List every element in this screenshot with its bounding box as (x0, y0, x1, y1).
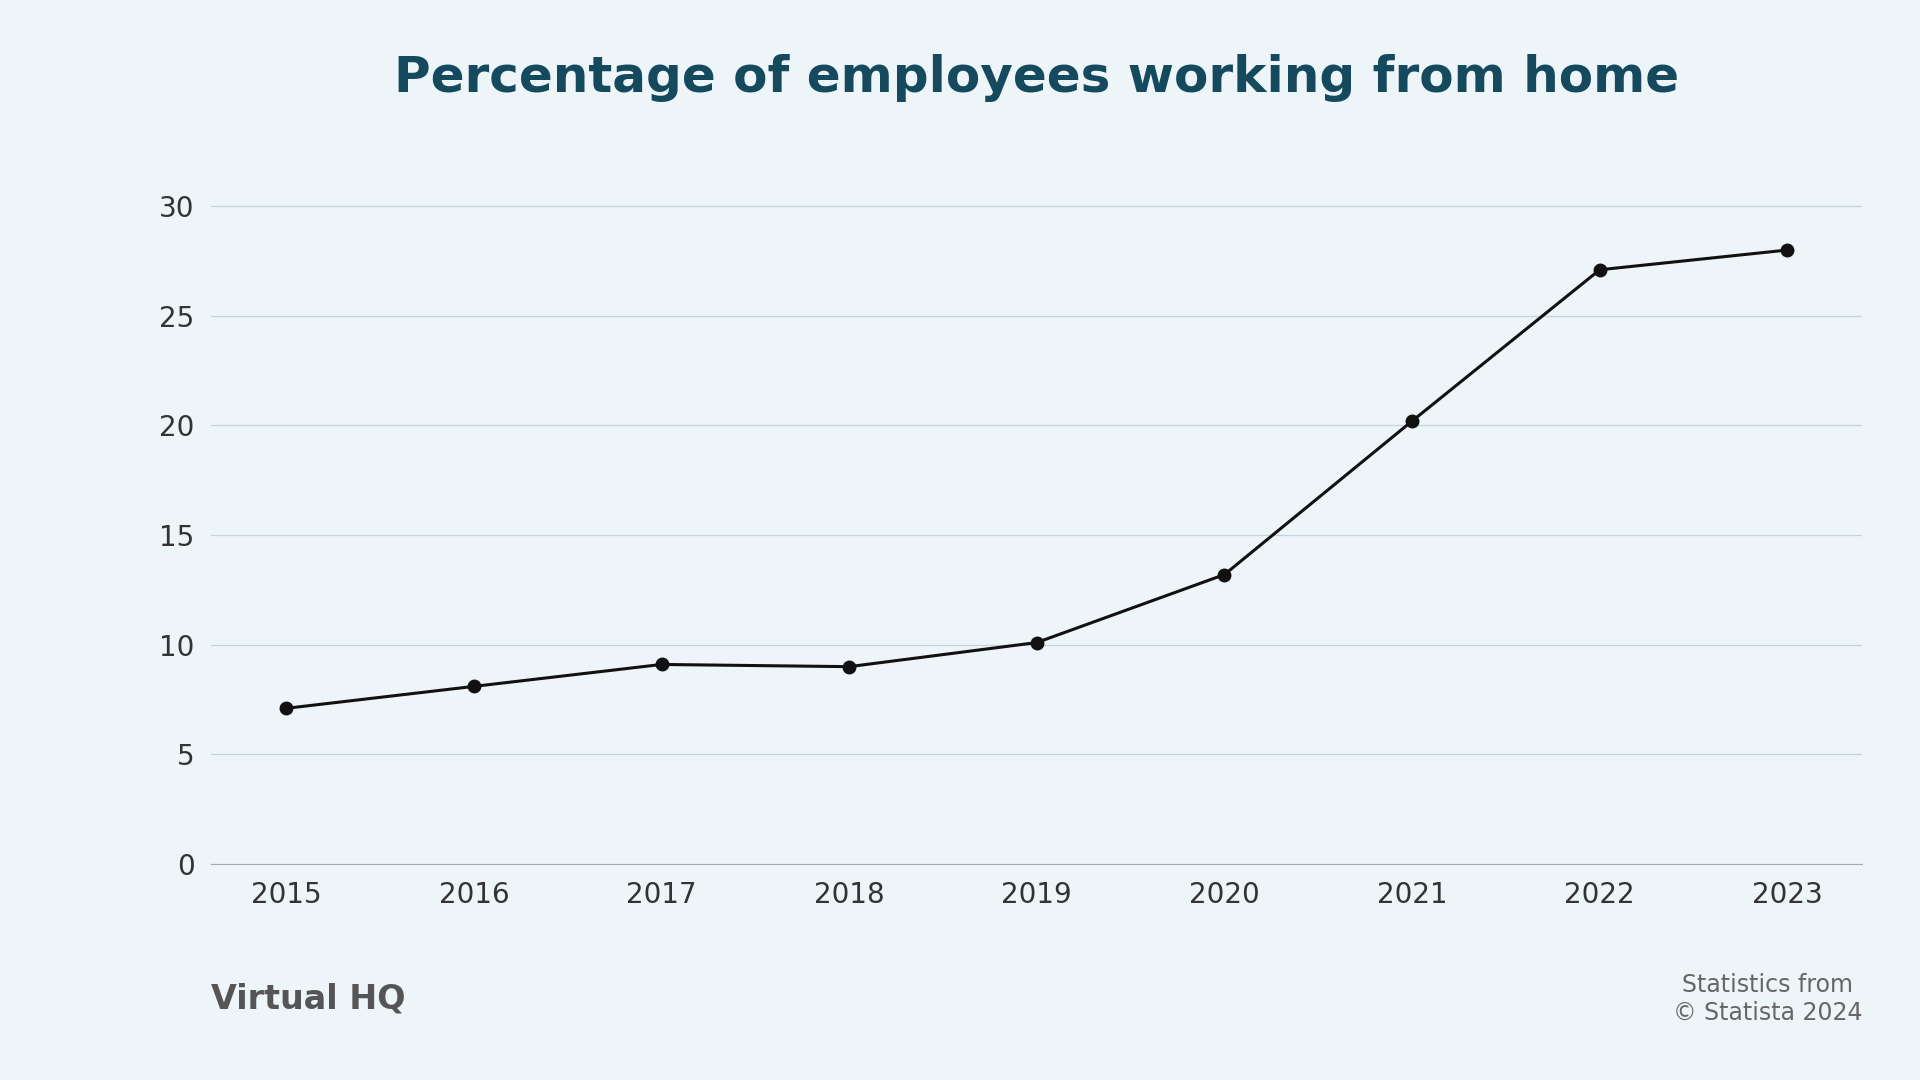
Text: Statistics from
© Statista 2024: Statistics from © Statista 2024 (1672, 973, 1862, 1025)
Title: Percentage of employees working from home: Percentage of employees working from hom… (394, 54, 1680, 102)
Text: Virtual HQ: Virtual HQ (211, 983, 405, 1015)
